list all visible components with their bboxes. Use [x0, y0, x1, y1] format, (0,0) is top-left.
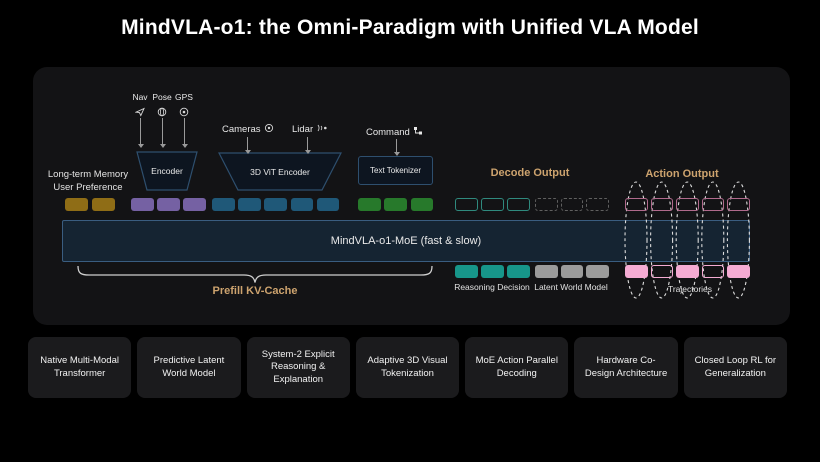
gps-icon	[179, 104, 189, 121]
decode-output-token	[507, 198, 530, 211]
camera-icon	[264, 123, 274, 136]
architecture-panel	[33, 67, 790, 325]
text-tokenizer-label: Text Tokenizer	[370, 166, 421, 175]
memory-token	[65, 198, 88, 211]
lidar-arrow	[304, 137, 311, 154]
cameras-label-row: Cameras	[222, 123, 274, 136]
action-output-token	[650, 198, 674, 211]
reasoning-decision-token	[507, 265, 530, 278]
pose-token	[131, 198, 154, 211]
feature-card-native-multimodal: Native Multi-Modal Transformer	[28, 337, 132, 398]
feature-card-predictive-latent: Predictive Latent World Model	[137, 337, 241, 398]
pose-arrow	[159, 118, 166, 148]
action-output-label: Action Output	[645, 168, 719, 180]
latent-world-model-label: Latent World Model	[534, 282, 608, 292]
text-token	[410, 198, 434, 211]
trajectory-ellipses	[624, 181, 750, 299]
decode-output-token	[481, 198, 504, 211]
feature-card-hardware-codesign: Hardware Co-Design Architecture	[574, 337, 678, 398]
latent-world-model-token	[586, 265, 609, 278]
sensor-gps: GPS	[171, 92, 197, 122]
command-label: Command	[366, 127, 410, 138]
memory-line2: User Preference	[53, 181, 123, 193]
nav-icon	[134, 104, 145, 121]
reasoning-decision-token	[455, 265, 478, 278]
sensor-nav: Nav	[127, 92, 153, 122]
pose-token	[183, 198, 206, 211]
gps-arrow	[181, 118, 188, 148]
trajectory-token	[650, 265, 674, 278]
pose-icon	[157, 104, 167, 121]
trajectory-token	[625, 265, 648, 278]
pose-label: Pose	[152, 92, 172, 102]
nav-arrow	[137, 118, 144, 148]
vision-token	[316, 198, 340, 211]
page-title: MindVLA-o1: the Omni-Paradigm with Unifi…	[121, 16, 699, 39]
sensor-pose: Pose	[149, 92, 175, 122]
feature-card-closed-loop-rl: Closed Loop RL for Generalization	[683, 337, 787, 398]
encoder-trapezoid	[136, 151, 198, 191]
nav-label: Nav	[132, 92, 148, 102]
text-tokenizer-box: Text Tokenizer	[358, 156, 433, 185]
latent-world-model-token	[535, 265, 558, 278]
decode-output-token	[455, 198, 478, 211]
latent-placeholder-token	[535, 198, 558, 211]
action-output-token	[727, 198, 750, 211]
moe-box: MindVLA-o1-MoE (fast & slow)	[62, 220, 750, 262]
command-icon	[413, 126, 423, 139]
lidar-label: Lidar	[292, 124, 314, 135]
kv-cache-brace	[77, 265, 433, 283]
lidar-label-row: Lidar	[292, 123, 328, 136]
vision-token	[290, 198, 314, 211]
command-label-row: Command	[366, 126, 423, 139]
latent-placeholder-token	[586, 198, 609, 211]
feature-card-adaptive-3d: Adaptive 3D Visual Tokenization	[355, 337, 460, 398]
encoder-label: Encoder	[151, 166, 183, 176]
trajectory-token	[676, 265, 699, 278]
feature-card-system2-reasoning: System-2 Explicit Reasoning & Explanatio…	[246, 337, 350, 398]
cameras-label: Cameras	[222, 124, 261, 135]
decode-output-label: Decode Output	[490, 167, 570, 179]
gps-label: GPS	[175, 92, 193, 102]
vit-encoder-trapezoid	[218, 152, 342, 191]
memory-token	[92, 198, 115, 211]
action-output-token	[676, 198, 699, 211]
vit-encoder-label: 3D ViT Encoder	[250, 166, 310, 177]
text-token	[384, 198, 407, 211]
latent-placeholder-token	[560, 198, 584, 211]
memory-preference-label: Long-term Memory User Preference	[30, 169, 146, 195]
trajectories-label: Trajectories	[667, 284, 713, 294]
action-output-token	[701, 198, 725, 211]
moe-label: MindVLA-o1-MoE (fast & slow)	[330, 235, 482, 247]
vision-token	[264, 198, 287, 211]
trajectory-token	[727, 265, 750, 278]
prefill-kv-cache-label: Prefill KV-Cache	[212, 285, 298, 297]
reasoning-decision-token	[481, 265, 504, 278]
vision-token	[238, 198, 261, 211]
memory-line1: Long-term Memory	[47, 169, 129, 180]
text-token	[358, 198, 381, 211]
vision-token	[212, 198, 235, 211]
latent-world-model-token	[560, 265, 584, 278]
action-output-token	[625, 198, 648, 211]
feature-row: Native Multi-Modal Transformer Predictiv…	[28, 337, 787, 398]
command-arrow	[393, 139, 400, 156]
pose-token	[157, 198, 180, 211]
cameras-arrow	[244, 137, 251, 154]
lidar-icon	[316, 123, 328, 136]
feature-card-moe-decoding: MoE Action Parallel Decoding	[465, 337, 569, 398]
trajectory-token	[701, 265, 725, 278]
reasoning-decision-label: Reasoning Decision	[454, 282, 530, 292]
